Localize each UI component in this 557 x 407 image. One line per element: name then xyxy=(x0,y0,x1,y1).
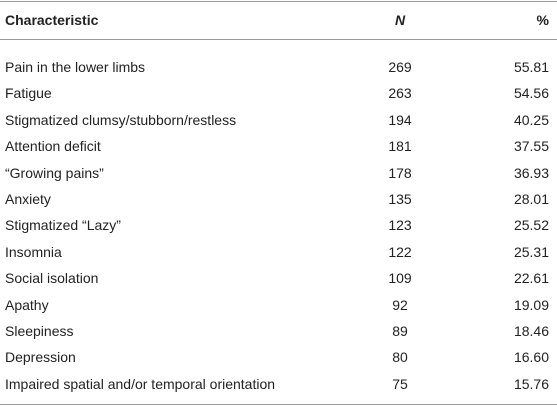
row-label: Pain in the lower limbs xyxy=(5,59,146,75)
row-label: Anxiety xyxy=(5,191,51,207)
cell-value: 75 xyxy=(392,375,408,392)
row-label: Insomnia xyxy=(5,243,62,260)
cell-value: 55.81 xyxy=(513,59,549,75)
cell-value: 15.76 xyxy=(513,375,549,392)
cell-value: 40.25 xyxy=(513,111,549,128)
cell-value: 123 xyxy=(388,217,412,234)
cell-value: 54.56 xyxy=(513,85,549,102)
cell-value: 19.09 xyxy=(513,296,549,313)
cell-value: 28.01 xyxy=(513,191,549,207)
cell-value: 22.61 xyxy=(513,270,549,287)
cell-value: 18.46 xyxy=(513,323,549,339)
row-label: Sleepiness xyxy=(5,323,74,339)
row-label: Impaired spatial and/or temporal orienta… xyxy=(5,375,276,392)
header-rule xyxy=(0,39,557,40)
header-cell: % xyxy=(536,12,549,28)
cell-value: 269 xyxy=(388,59,412,75)
cell-value: 263 xyxy=(388,85,412,102)
row-label: Attention deficit xyxy=(5,138,101,155)
row-label: Depression xyxy=(5,349,76,366)
cell-value: 16.60 xyxy=(513,349,549,366)
bottom-rule xyxy=(0,404,557,405)
cell-value: 25.31 xyxy=(513,243,549,260)
row-label: Stigmatized clumsy/stubborn/restless xyxy=(5,111,237,128)
cell-value: 36.93 xyxy=(513,164,549,181)
cell-value: 37.55 xyxy=(513,138,549,155)
cell-value: 80 xyxy=(392,349,408,366)
cell-value: 92 xyxy=(392,296,408,313)
header-cell: N xyxy=(394,12,406,28)
cell-value: 178 xyxy=(388,164,412,181)
row-label: Fatigue xyxy=(5,85,52,102)
cell-value: 25.52 xyxy=(513,217,549,234)
header-cell: Characteristic xyxy=(5,12,99,28)
cell-value: 181 xyxy=(388,138,412,155)
cell-value: 89 xyxy=(392,323,408,339)
cell-value: 122 xyxy=(388,243,412,260)
row-label: Apathy xyxy=(5,296,49,313)
row-label: Social isolation xyxy=(5,270,99,287)
cell-value: 135 xyxy=(388,191,412,207)
row-label: Stigmatized “Lazy” xyxy=(5,217,121,234)
cell-value: 109 xyxy=(388,270,412,287)
row-label: “Growing pains” xyxy=(5,164,104,181)
top-rule xyxy=(0,1,557,2)
cell-value: 194 xyxy=(388,111,412,128)
